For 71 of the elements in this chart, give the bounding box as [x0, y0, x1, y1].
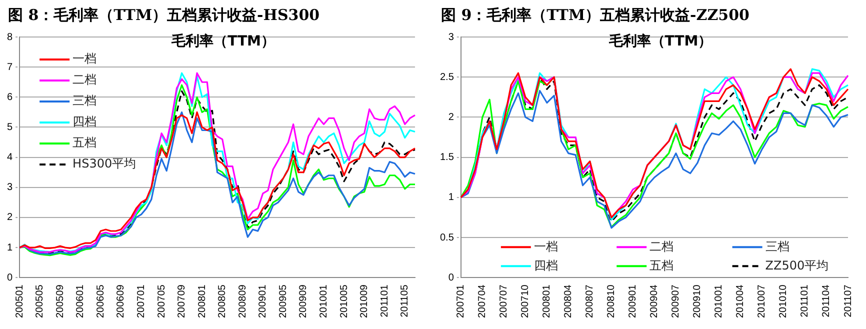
x-tick-label: 200901	[628, 284, 639, 318]
x-tick-label: 201107	[842, 284, 854, 318]
x-tick-label: 200909	[298, 284, 310, 318]
y-tick-label: 0.5	[440, 232, 454, 244]
x-tick-label: 201001	[318, 284, 330, 318]
x-tick-label: 201104	[821, 284, 832, 318]
x-tick-label: 201101	[379, 284, 390, 318]
x-tick-label: 200707	[498, 284, 510, 318]
y-tick-label: 1	[7, 242, 13, 254]
x-tick-label: 200804	[563, 284, 574, 318]
y-tick-label: 0	[7, 272, 13, 284]
legend-label: 四档	[534, 258, 558, 272]
legend-label: 二档	[72, 72, 97, 87]
y-tick-label: 6	[7, 92, 13, 103]
legend-label: 三档	[765, 239, 790, 254]
y-tick-label: 1	[448, 192, 454, 204]
y-tick-label: 4	[7, 152, 13, 164]
legend-label: 一档	[534, 239, 558, 254]
y-tick-label: 7	[7, 62, 13, 73]
y-tick-label: 2.5	[440, 72, 454, 83]
x-tick-label: 200601	[75, 284, 86, 318]
x-tick-label: 200509	[54, 284, 66, 318]
x-tick-label: 200805	[217, 284, 228, 318]
x-tick-label: 201005	[338, 284, 350, 318]
x-tick-label: 200501	[14, 284, 26, 318]
x-tick-label: 200701	[136, 284, 147, 318]
x-tick-label: 200801	[542, 284, 553, 318]
legend-label: 四档	[72, 114, 97, 129]
x-tick-label: 200905	[278, 284, 289, 318]
legend-label: 五档	[72, 136, 97, 150]
x-tick-label: 200807	[584, 284, 596, 318]
y-tick-label: 5	[7, 122, 13, 133]
x-tick-label: 201101	[800, 284, 811, 318]
x-tick-label: 201001	[714, 284, 725, 318]
x-tick-label: 200605	[95, 284, 106, 318]
x-tick-label: 200907	[670, 284, 682, 318]
y-tick-label: 2	[7, 212, 13, 224]
legend-label: 三档	[72, 94, 97, 108]
x-tick-label: 200910	[692, 284, 704, 318]
y-tick-label: 3	[7, 182, 13, 194]
legend-label: 一档	[72, 52, 97, 66]
y-tick-label: 1.5	[440, 152, 454, 164]
x-tick-label: 200505	[34, 284, 46, 318]
chart-subtitle: 毛利率（TTM）	[170, 32, 275, 50]
x-tick-label: 200709	[176, 284, 188, 318]
legend-label: HS300平均	[72, 156, 136, 171]
y-tick-label: 2	[448, 112, 454, 123]
chart-title: 图 8：毛利率（TTM）五档累计收益-HS300	[8, 6, 321, 26]
x-tick-label: 200809	[237, 284, 248, 318]
y-tick-label: 8	[7, 32, 13, 43]
chart-title: 图 9：毛利率（TTM）五档累计收益-ZZ500	[441, 6, 750, 26]
x-tick-label: 200705	[156, 284, 168, 318]
x-tick-label: 200810	[606, 284, 618, 318]
x-tick-label: 200609	[116, 284, 127, 318]
x-tick-label: 200901	[258, 284, 269, 318]
x-tick-label: 200710	[520, 284, 532, 318]
x-tick-label: 201105	[400, 284, 411, 318]
y-tick-label: 0	[448, 272, 454, 284]
x-tick-label: 201009	[359, 284, 370, 318]
chart-subtitle: 毛利率（TTM）	[608, 32, 712, 50]
y-tick-label: 3	[448, 32, 454, 43]
legend-label: 五档	[650, 258, 674, 272]
legend-label: ZZ500平均	[765, 258, 829, 272]
x-tick-label: 200904	[649, 284, 660, 318]
x-tick-label: 200701	[456, 284, 467, 318]
x-tick-label: 201007	[756, 284, 768, 318]
x-tick-label: 201004	[735, 284, 746, 318]
x-tick-label: 200801	[196, 284, 208, 318]
legend-label: 二档	[650, 239, 674, 254]
x-tick-label: 200704	[477, 284, 488, 318]
x-tick-label: 201010	[778, 284, 790, 318]
